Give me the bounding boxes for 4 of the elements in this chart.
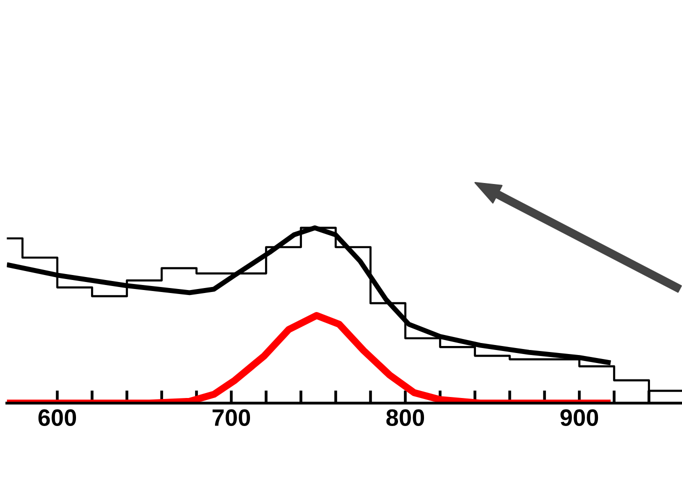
x-tick-label: 800 (386, 409, 424, 426)
x-tick-label: 900 (560, 409, 598, 426)
x-tick-label: 700 (212, 409, 250, 426)
x-tick-label: 600 (38, 409, 76, 426)
